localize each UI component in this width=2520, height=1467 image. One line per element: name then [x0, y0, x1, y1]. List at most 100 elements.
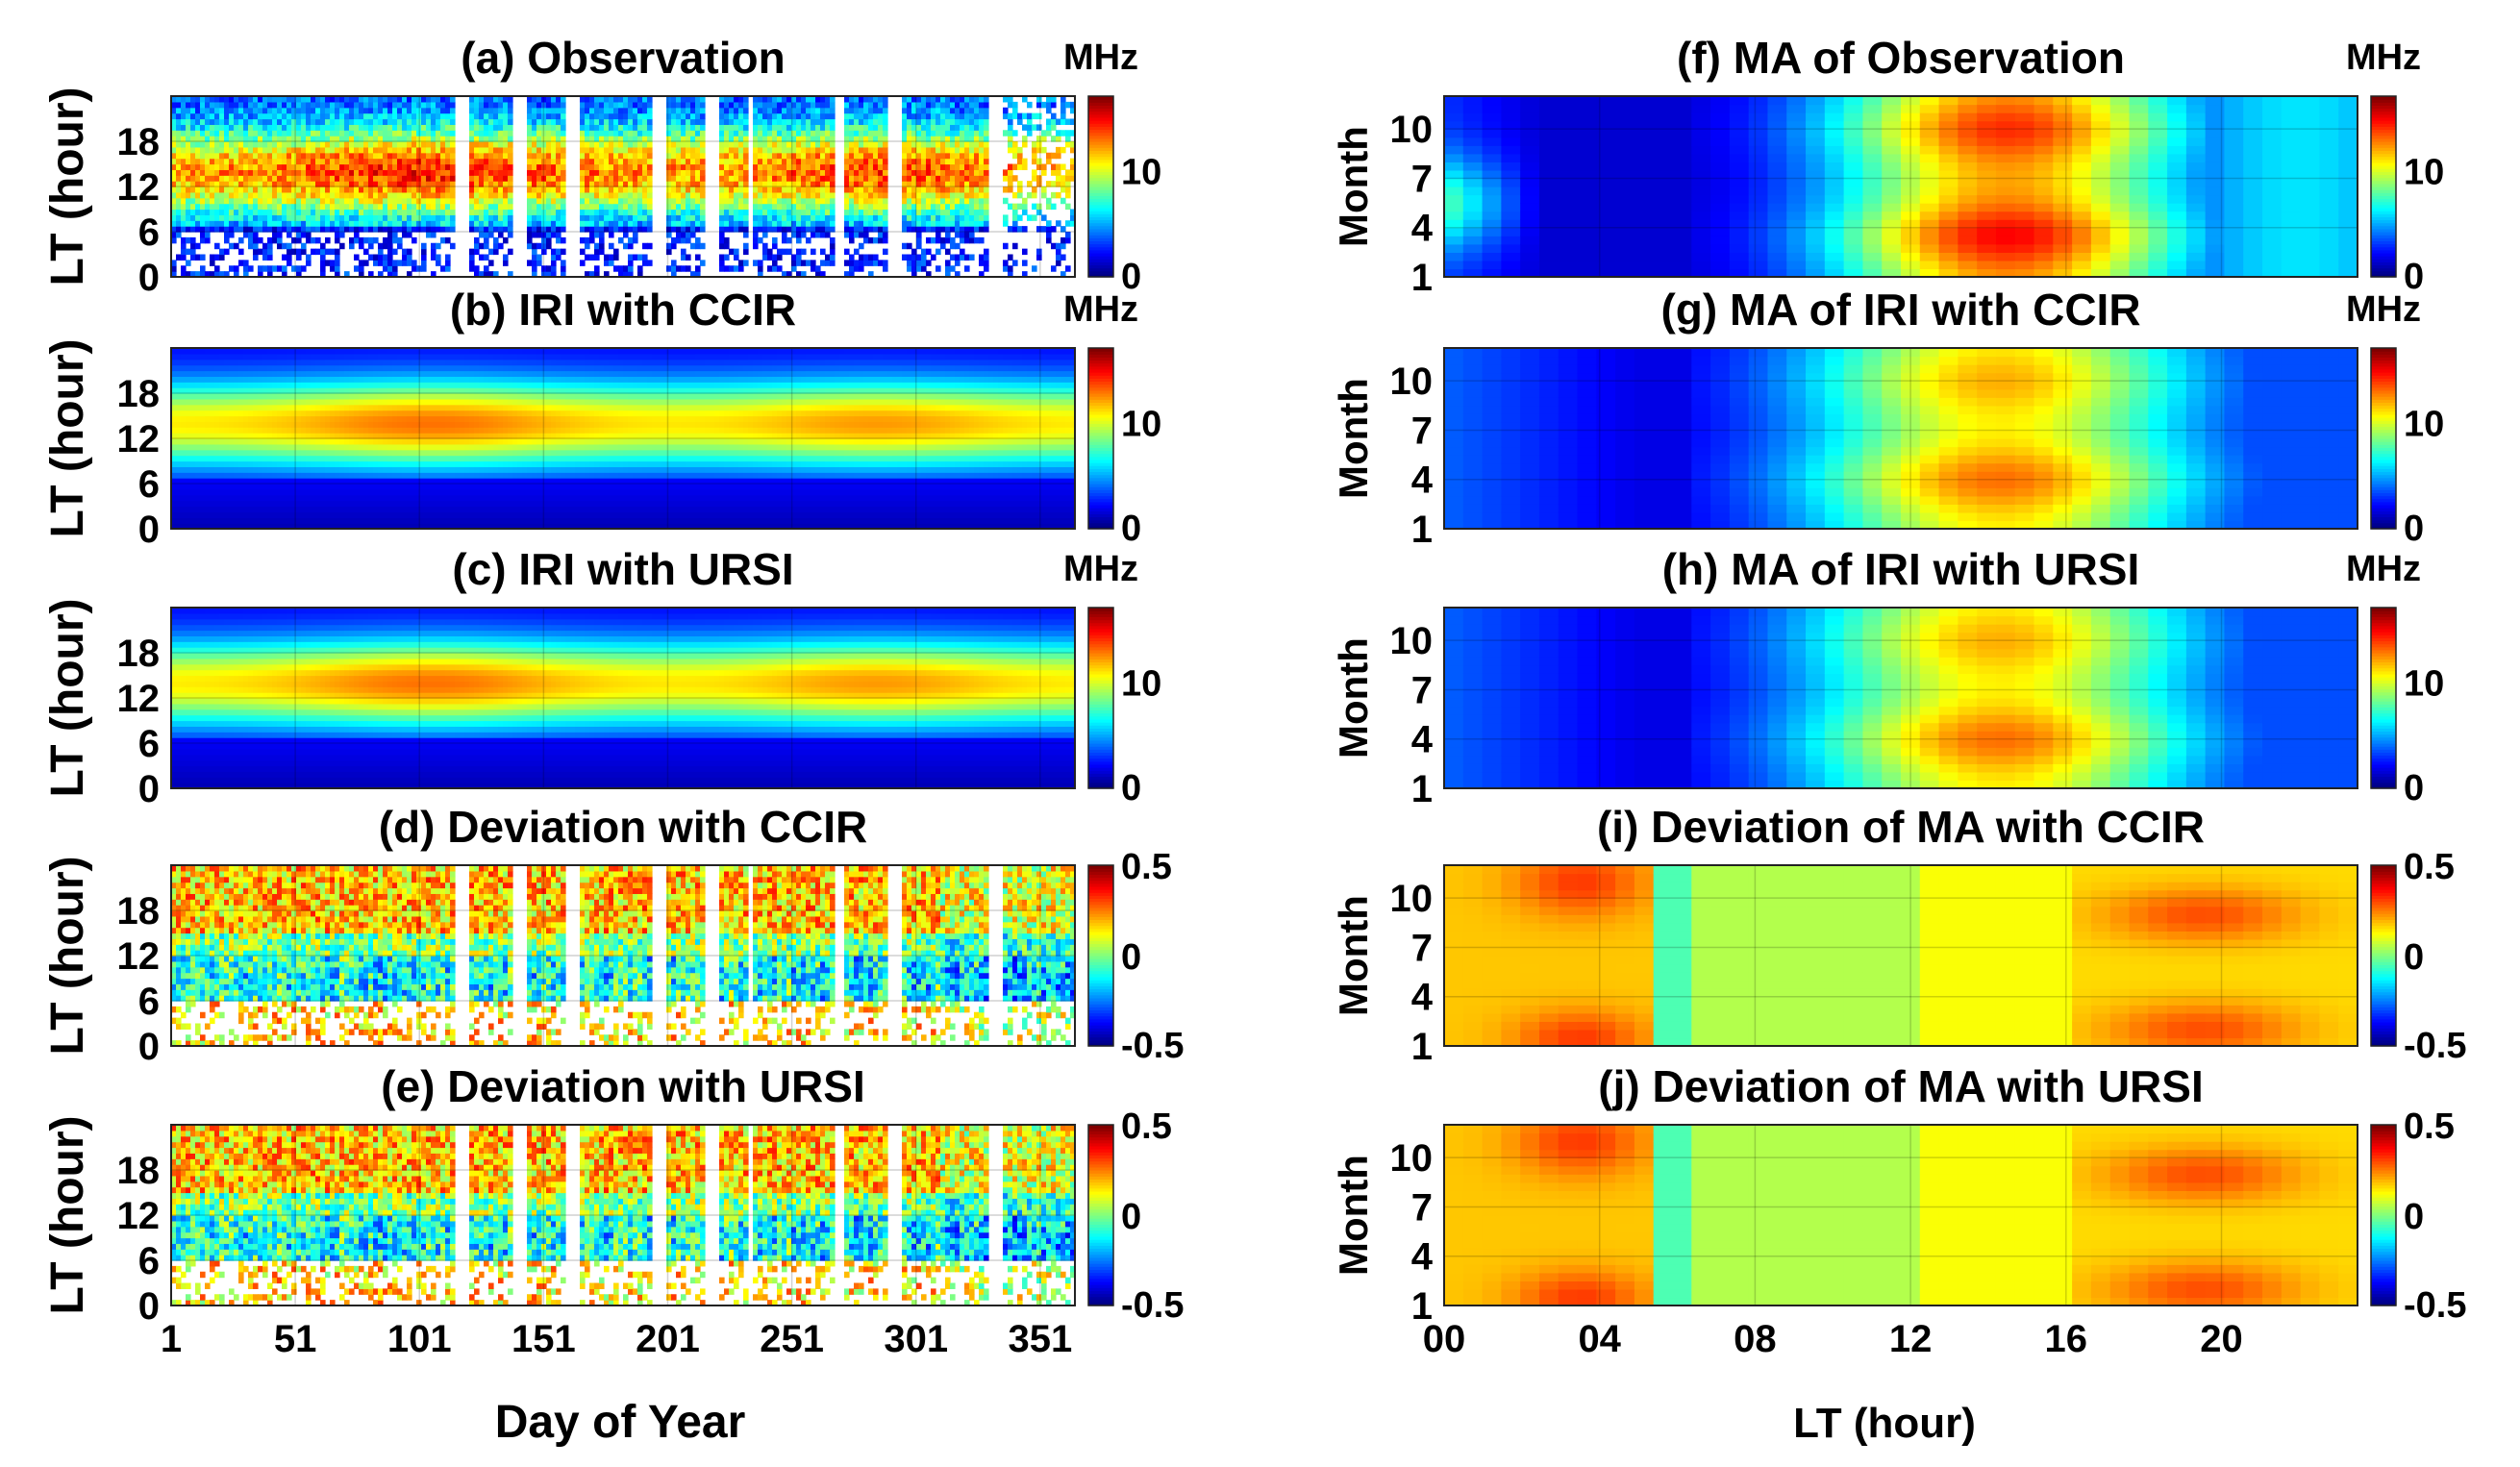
heatmap-cell	[335, 249, 340, 255]
heatmap-cell	[493, 141, 499, 147]
heatmap-cell	[532, 164, 537, 170]
heatmap-cell	[940, 130, 946, 136]
heatmap-cell	[585, 102, 590, 108]
heatmap-cell	[296, 108, 302, 113]
heatmap-cell	[421, 147, 427, 153]
heatmap-cell	[282, 175, 287, 181]
heatmap-cell	[412, 113, 417, 119]
heatmap-cell	[686, 147, 691, 153]
heatmap-cell	[738, 113, 744, 119]
heatmap-cell	[883, 175, 888, 181]
heatmap-cell	[421, 243, 427, 249]
heatmap-cell	[325, 102, 331, 108]
heatmap-cell	[378, 260, 384, 265]
heatmap-cell	[806, 130, 811, 136]
heatmap-cell	[671, 192, 677, 198]
heatmap-cell	[474, 141, 480, 147]
heatmap-cell	[647, 108, 653, 113]
heatmap-cell	[253, 249, 259, 255]
heatmap-cell	[190, 113, 196, 119]
heatmap-cell	[642, 124, 648, 130]
heatmap-cell	[238, 175, 244, 181]
heatmap-cell	[873, 147, 879, 153]
heatmap-cell	[753, 237, 759, 243]
heatmap-cell	[229, 365, 235, 371]
heatmap-cell	[267, 159, 273, 164]
heatmap-cell	[1003, 113, 1009, 119]
heatmap-cell	[618, 164, 624, 170]
heatmap-cell	[681, 175, 686, 181]
heatmap-cell	[969, 210, 975, 215]
heatmap-cell	[402, 108, 408, 113]
heatmap-cell	[604, 102, 610, 108]
heatmap-cell	[354, 102, 360, 108]
heatmap-cell	[551, 153, 557, 159]
heatmap-cell	[330, 169, 336, 175]
heatmap-cell	[671, 153, 677, 159]
heatmap-cell	[421, 192, 427, 198]
heatmap-cell	[277, 130, 283, 136]
heatmap-cell	[205, 399, 211, 405]
heatmap-cell	[556, 186, 561, 192]
heatmap-cell	[863, 198, 869, 204]
heatmap-cell	[190, 249, 196, 255]
heatmap-cell	[950, 175, 956, 181]
heatmap-cell	[902, 192, 908, 198]
heatmap-cell	[599, 141, 605, 147]
heatmap-cell	[488, 232, 494, 237]
heatmap-cell	[695, 220, 701, 226]
heatmap-cell	[613, 204, 619, 210]
heatmap-cell	[445, 169, 451, 175]
heatmap-cell	[695, 130, 701, 136]
heatmap-cell	[426, 124, 432, 130]
heatmap-cell	[445, 265, 451, 271]
heatmap-cell	[931, 198, 936, 204]
heatmap-cell	[508, 153, 513, 159]
heatmap-cell	[378, 124, 384, 130]
heatmap-cell	[234, 456, 239, 461]
heatmap-cell	[335, 113, 340, 119]
heatmap-cell	[219, 124, 225, 130]
heatmap-cell	[195, 147, 201, 153]
heatmap-cell	[1032, 175, 1037, 181]
heatmap-cell	[931, 164, 936, 170]
heatmap-cell	[224, 249, 230, 255]
heatmap-cell	[363, 198, 369, 204]
heatmap-cell	[219, 456, 225, 461]
heatmap-cell	[820, 159, 826, 164]
heatmap-cell	[186, 461, 191, 467]
heatmap-cell	[623, 113, 629, 119]
heatmap-cell	[484, 175, 489, 181]
heatmap-cell	[282, 102, 287, 108]
heatmap-cell	[940, 124, 946, 130]
heatmap-cell	[969, 153, 975, 159]
heatmap-cell	[359, 192, 364, 198]
heatmap-cell	[488, 164, 494, 170]
heatmap-cell	[642, 192, 648, 198]
heatmap-cell	[248, 461, 254, 467]
heatmap-cell	[964, 265, 970, 271]
heatmap-cell	[830, 255, 836, 261]
heatmap-cell	[190, 153, 196, 159]
heatmap-cell	[190, 175, 196, 181]
heatmap-cell	[767, 214, 773, 220]
heatmap-cell	[585, 159, 590, 164]
heatmap-cell	[796, 210, 802, 215]
heatmap-cell	[820, 141, 826, 147]
heatmap-cell	[1065, 102, 1071, 108]
heatmap-cell	[368, 210, 374, 215]
heatmap-cell	[335, 186, 340, 192]
heatmap-cell	[440, 198, 446, 204]
heatmap-cell	[580, 108, 586, 113]
heatmap-cell	[315, 108, 321, 113]
heatmap-cell	[349, 119, 355, 125]
heatmap-cell	[844, 169, 850, 175]
heatmap-cell	[964, 102, 970, 108]
heatmap-cell	[671, 186, 677, 192]
heatmap-cell	[440, 204, 446, 210]
heatmap-cell	[527, 198, 533, 204]
heatmap-cell	[402, 260, 408, 265]
heatmap-cell	[363, 220, 369, 226]
heatmap-cell	[383, 108, 388, 113]
heatmap-cell	[190, 410, 196, 416]
